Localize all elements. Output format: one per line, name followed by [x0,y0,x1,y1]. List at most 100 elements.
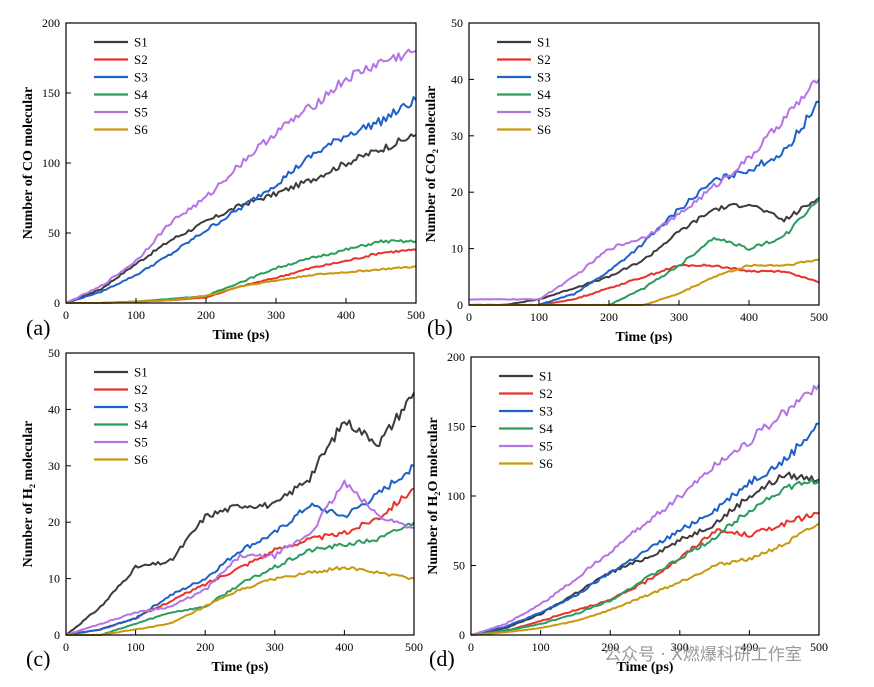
legend-label-s4: S4 [537,87,551,102]
x-tick-label: 100 [532,640,550,654]
chart-panel-c: 0 100 200 300 400 500 0 10 20 30 40 50 Time (ps) Numb… [21,346,423,675]
legend-label-s2: S2 [134,382,148,397]
legend-label-s3: S3 [134,400,148,415]
y-tick-label: 0 [54,296,60,310]
legend-label-s4: S4 [134,87,148,102]
x-tick-label: 300 [671,640,689,654]
plot-frame [468,22,820,306]
legend-label-s3: S3 [537,70,551,85]
series-line-s3 [470,422,820,636]
series-line-s1 [65,133,417,304]
y-tick-label: 50 [453,559,465,573]
x-tick-label: 0 [63,640,69,654]
legend-label-s3: S3 [539,404,553,419]
legend-label-s2: S2 [539,386,553,401]
x-tick-label: 0 [63,308,69,322]
chart-panel-a: 0 100 200 300 400 500 0 50 100 150 200 Time (ps) Num… [21,16,425,343]
series-line-s3 [469,100,820,306]
chart-panel-b: 0 100 200 300 400 500 0 10 20 30 40 50 Time (ps) Numb… [424,16,828,345]
x-axis-title: Time (ps) [616,330,673,345]
x-tick-label: 400 [335,640,353,654]
panel-label: (a) [26,315,50,340]
watermark-text: 公众号 · X燃爆科研工作室 [604,645,802,665]
x-tick-label: 400 [740,310,758,324]
x-axis-title: Time (ps) [212,660,269,675]
series-line-s4 [66,521,415,636]
legend-label-s6: S6 [539,456,553,471]
series-line-s5 [468,78,820,301]
series-line-s4 [470,478,820,636]
series-line-s6 [66,565,415,636]
series-line-s1 [65,392,415,636]
legend-label-s1: S1 [539,369,553,384]
y-tick-label: 0 [54,628,60,642]
legend-label-s2: S2 [537,52,551,67]
legend-label-s6: S6 [134,452,148,467]
y-tick-label: 40 [48,402,60,416]
legend-label-s6: S6 [134,122,148,137]
x-tick-label: 500 [810,310,828,324]
y-tick-label: 50 [451,16,463,30]
legend-label-s4: S4 [134,417,148,432]
x-tick-label: 400 [337,308,355,322]
legend-label-s1: S1 [134,35,148,50]
x-tick-label: 500 [407,308,425,322]
series-line-s2 [470,511,820,636]
y-tick-label: 40 [451,72,463,86]
y-tick-label: 30 [451,129,463,143]
plot-frame [65,22,417,304]
y-tick-label: 150 [42,86,60,100]
series-line-s1 [470,471,820,636]
y-tick-label: 150 [447,420,465,434]
x-tick-label: 300 [267,308,285,322]
plot-frame [470,356,820,636]
x-axis-title: Time (ps) [213,328,270,343]
series-line-s6 [469,258,819,306]
x-tick-label: 200 [601,640,619,654]
chart-panel-d: 0 100 200 300 400 500 0 50 100 150 200 Time (ps) Num… [426,350,828,675]
legend-label-s1: S1 [134,365,148,380]
legend-label-s5: S5 [539,439,553,454]
legend-label-s6: S6 [537,122,551,137]
y-tick-label: 20 [451,185,463,199]
x-tick-label: 100 [127,308,145,322]
series-line-s1 [469,197,820,306]
y-tick-label: 200 [447,350,465,364]
x-tick-label: 400 [740,640,758,654]
x-tick-label: 200 [196,640,214,654]
y-tick-label: 50 [48,346,60,360]
y-tick-label: 10 [451,242,463,256]
x-tick-label: 200 [600,310,618,324]
series-line-s5 [65,48,417,304]
y-axis-title: Number of H₂O molecular [426,417,441,575]
x-tick-label: 0 [468,640,474,654]
series-line-s2 [65,487,415,636]
y-axis-title: Number of H₂ molecular [21,421,36,568]
x-tick-label: 500 [405,640,423,654]
x-tick-label: 500 [810,640,828,654]
y-tick-label: 20 [48,515,60,529]
y-tick-label: 30 [48,459,60,473]
y-tick-label: 200 [42,16,60,30]
x-tick-label: 0 [466,310,472,324]
y-tick-label: 100 [42,156,60,170]
y-tick-label: 100 [447,489,465,503]
y-tick-label: 0 [457,298,463,312]
series-line-s4 [468,197,820,306]
y-tick-label: 10 [48,572,60,586]
y-axis-title: Number of CO₂ molecular [424,86,439,243]
series-line-s5 [65,479,415,636]
series-line-s3 [65,464,415,636]
x-tick-label: 100 [530,310,548,324]
panel-label: (b) [427,315,453,340]
plot-frame [65,352,415,636]
legend-label-s5: S5 [134,435,148,450]
series-line-s6 [66,265,417,304]
y-axis-title: Number of CO molecular [21,87,36,240]
series-line-s5 [470,384,820,636]
panel-label: (d) [429,646,455,671]
panel-label: (c) [26,646,50,671]
x-tick-label: 300 [266,640,284,654]
legend-label-s1: S1 [537,35,551,50]
